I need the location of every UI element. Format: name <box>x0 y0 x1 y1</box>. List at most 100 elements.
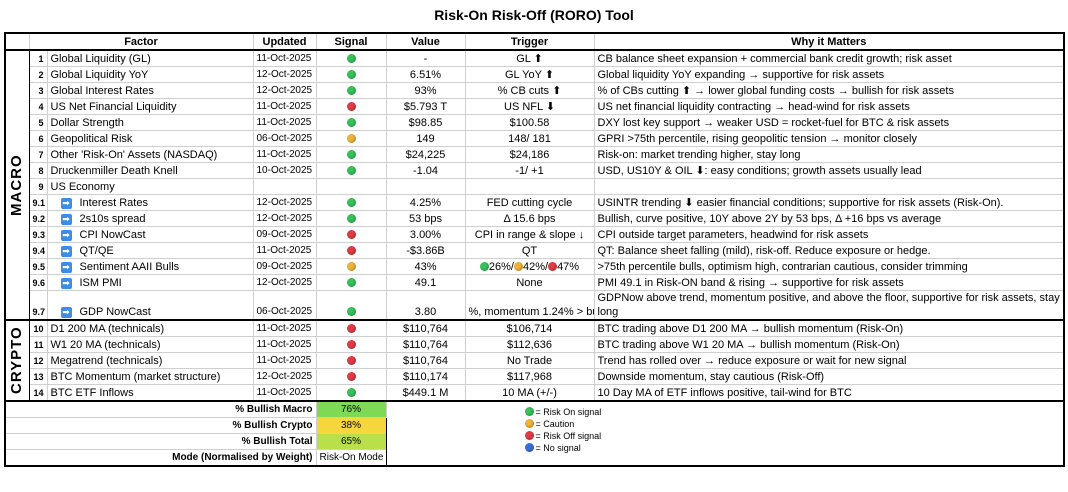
why-it-matters: Downside momentum, stay cautious (Risk-O… <box>593 368 1065 385</box>
factor: Druckenmiller Death Knell <box>50 165 178 177</box>
arrow-icon: ➡ <box>60 198 72 209</box>
trigger: $100.58 <box>464 114 595 131</box>
value: $24,225 <box>385 146 466 163</box>
why-it-matters: USINTR trending ⬇ easier financial condi… <box>593 194 1065 211</box>
trigger: $117,968 <box>464 368 595 385</box>
why-it-matters: % of CBs cutting ⬆ → lower global fundin… <box>593 82 1065 99</box>
signal-cell <box>315 66 387 83</box>
row-number: 1 <box>28 49 48 67</box>
why-it-matters: PMI 49.1 in Risk-ON band & rising → supp… <box>593 274 1065 291</box>
signal-dot <box>346 214 356 223</box>
signal-cell <box>315 49 387 67</box>
updated: 11-Oct-2025 <box>252 319 317 337</box>
value: 53 bps <box>385 210 466 227</box>
table-row: 13 BTC Momentum (market structure) 12-Oct-… <box>5 368 1065 385</box>
trigger: -1/ +1 <box>464 162 595 179</box>
signal-dot <box>346 198 356 207</box>
row-number: 9.4 <box>28 242 48 259</box>
value: $110,764 <box>385 336 466 353</box>
summary-value: 38% <box>315 417 387 434</box>
section-label: MACRO <box>5 50 29 320</box>
value: $449.1 M <box>385 384 466 402</box>
signal-cell <box>315 178 387 195</box>
signal-cell <box>315 290 387 321</box>
value: 4.25% <box>385 194 466 211</box>
trigger: FED cutting cycle <box>464 194 595 211</box>
value: 43% <box>385 258 466 275</box>
value: 93% <box>385 82 466 99</box>
why-it-matters: >75th percentile bulls, optimism high, c… <box>593 258 1065 275</box>
factor: US Net Financial Liquidity <box>50 101 177 113</box>
table-body: MACRO 1 Global Liquidity (GL) 11-Oct-2025- G… <box>4 49 1065 467</box>
updated: 11-Oct-2025 <box>252 98 317 115</box>
signal-dot <box>346 388 356 397</box>
factor-cell: ➡ CPI NowCast <box>46 226 254 243</box>
row-number: 13 <box>28 368 48 385</box>
signal-cell <box>315 162 387 179</box>
factor-cell: ➡ GDP NowCast <box>46 290 254 321</box>
trigger: $24,186 <box>464 146 595 163</box>
factor-cell: BTC ETF Inflows <box>46 384 254 402</box>
signal-dot <box>346 102 356 111</box>
signal-cell <box>315 384 387 402</box>
value: -$3.86B <box>385 242 466 259</box>
factor: QT/QE <box>79 245 114 257</box>
factor: Global Interest Rates <box>50 85 154 97</box>
updated: 11-Oct-2025 <box>252 352 317 369</box>
summary-row: % Bullish Macro 76% = Risk On signal = Caut… <box>4 400 1064 466</box>
row-number: 9 <box>28 178 48 195</box>
updated: 06-Oct-2025 <box>252 130 317 147</box>
summary-value: Risk-On Mode <box>315 449 387 467</box>
signal-dot <box>524 443 534 452</box>
why-it-matters: Risk-on: market trending higher, stay lo… <box>593 146 1065 163</box>
table-row: 7 Other 'Risk-On' Assets (NASDAQ) 11-Oct-2… <box>5 146 1065 163</box>
signal-dot <box>524 419 534 428</box>
signal-dot <box>524 407 534 416</box>
factor-cell: US Economy <box>46 178 254 195</box>
signal-cell <box>315 352 387 369</box>
row-number: 6 <box>28 130 48 147</box>
updated: 11-Oct-2025 <box>252 146 317 163</box>
header-cell: Factor <box>28 32 254 51</box>
updated: 12-Oct-2025 <box>252 194 317 211</box>
trigger: %, momentum 1.24% > buff <box>464 290 595 321</box>
factor: Global Liquidity (GL) <box>50 53 151 65</box>
trigger: No Trade <box>464 352 595 369</box>
signal-cell <box>315 82 387 99</box>
table-row: 11 W1 20 MA (technicals) 11-Oct-2025 $110,7… <box>5 336 1065 353</box>
factor: BTC ETF Inflows <box>50 387 134 399</box>
table-row: 5 Dollar Strength 11-Oct-2025 $98.85 $100.58… <box>5 114 1065 131</box>
row-number: 11 <box>28 336 48 353</box>
trigger: GL ⬆ <box>464 49 595 67</box>
arrow-icon: ➡ <box>60 214 72 225</box>
signal-dot <box>346 118 356 127</box>
table-row: 6 Geopolitical Risk 06-Oct-2025 149 148/ 181… <box>5 130 1065 147</box>
value: 3.80 <box>385 290 466 321</box>
row-number: 4 <box>28 98 48 115</box>
why-it-matters: US net financial liquidity contracting →… <box>593 98 1065 115</box>
factor: Interest Rates <box>79 197 148 209</box>
signal-dot <box>346 150 356 159</box>
trigger: QT <box>464 242 595 259</box>
value: -1.04 <box>385 162 466 179</box>
signal-cell <box>315 274 387 291</box>
row-number: 2 <box>28 66 48 83</box>
signal-dot <box>346 278 356 287</box>
trigger: Δ 15.6 bps <box>464 210 595 227</box>
table-row: 9.3 ➡ CPI NowCast 09-Oct-2025 3.00% CPI in ra… <box>5 226 1065 243</box>
factor-cell: W1 20 MA (technicals) <box>46 336 254 353</box>
factor-cell: ➡ Interest Rates <box>46 194 254 211</box>
value: 49.1 <box>385 274 466 291</box>
legend-label: = Risk On signal <box>535 407 602 417</box>
table-row: 9 US Economy <box>5 178 1065 195</box>
why-it-matters: GPRI >75th percentile, rising geopolitic… <box>593 130 1065 147</box>
trigger: GL YoY ⬆ <box>464 66 595 83</box>
trigger: $106,714 <box>464 319 595 337</box>
value: 6.51% <box>385 66 466 83</box>
factor-cell: Dollar Strength <box>46 114 254 131</box>
summary-label: % Bullish Macro <box>4 400 317 418</box>
factor-cell: Druckenmiller Death Knell <box>46 162 254 179</box>
signal-cell <box>315 210 387 227</box>
signal-cell <box>315 368 387 385</box>
table-row: 9.4 ➡ QT/QE 11-Oct-2025 -$3.86B QT QT: Balance… <box>5 242 1065 259</box>
